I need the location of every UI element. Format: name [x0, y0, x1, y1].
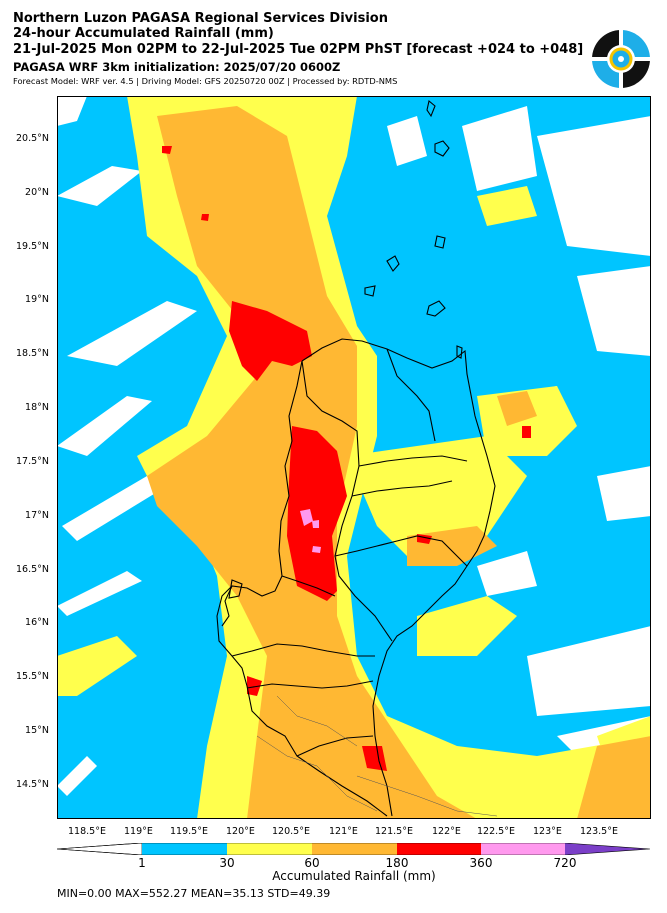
- model-info: Forecast Model: WRF ver. 4.5 | Driving M…: [13, 76, 398, 86]
- colorbar-segment-30-60: [227, 843, 312, 855]
- colorbar-label: Accumulated Rainfall (mm): [272, 869, 436, 883]
- lon-tick-label: 123.5°E: [580, 826, 618, 837]
- rainfall-field-intense: [162, 146, 531, 771]
- lat-tick-label: 19.5°N: [15, 241, 49, 252]
- model-initialization: PAGASA WRF 3km initialization: 2025/07/2…: [13, 60, 341, 74]
- colorbar-tick: 720: [553, 856, 577, 870]
- pagasa-logo-icon: [590, 28, 652, 90]
- lat-tick-label: 15.5°N: [15, 671, 49, 682]
- lon-tick-label: 122.5°E: [477, 826, 515, 837]
- lon-tick-label: 118.5°E: [68, 826, 106, 837]
- rainfall-field-dry: [57, 96, 651, 796]
- lon-tick-label: 121.5°E: [375, 826, 413, 837]
- lat-tick-label: 17°N: [25, 510, 49, 521]
- rainfall-statistics: MIN=0.00 MAX=552.27 MEAN=35.13 STD=49.39: [57, 887, 331, 900]
- lat-tick-label: 15°N: [25, 725, 49, 736]
- lat-tick-label: 18.5°N: [15, 348, 49, 359]
- rainfall-map: [57, 96, 651, 819]
- lat-tick-label: 17.5°N: [15, 456, 49, 467]
- lon-tick-label: 120°E: [226, 826, 255, 837]
- lon-tick-label: 122°E: [432, 826, 461, 837]
- lon-tick-label: 119.5°E: [170, 826, 208, 837]
- colorbar-segment-360-720: [481, 843, 565, 855]
- lat-tick-label: 18°N: [25, 402, 49, 413]
- lon-tick-label: 121°E: [329, 826, 358, 837]
- colorbar-tick: 1: [138, 856, 146, 870]
- lon-tick-label: 123°E: [533, 826, 562, 837]
- colorbar-segment-180-360: [397, 843, 481, 855]
- lon-tick-label: 119°E: [124, 826, 153, 837]
- colorbar-tick: 180: [385, 856, 409, 870]
- rainfall-field-torrential: [300, 509, 321, 553]
- colorbar-tick: 360: [469, 856, 493, 870]
- map-title: Northern Luzon PAGASA Regional Services …: [13, 11, 388, 26]
- municipal-boundaries: [256, 695, 498, 817]
- colorbar-segment-60-180: [312, 843, 397, 855]
- lat-tick-label: 16°N: [25, 617, 49, 628]
- valid-period: 21-Jul-2025 Mon 02PM to 22-Jul-2025 Tue …: [13, 42, 584, 57]
- colorbar-segment-1-30: [142, 843, 227, 855]
- colorbar-tick: 30: [219, 856, 235, 870]
- colorbar-tick: 60: [304, 856, 320, 870]
- coastline-boundaries: [216, 99, 496, 817]
- lon-tick-label: 120.5°E: [272, 826, 310, 837]
- lat-tick-label: 14.5°N: [15, 779, 49, 790]
- map-subtitle: 24-hour Accumulated Rainfall (mm): [13, 26, 274, 41]
- colorbar: [57, 843, 651, 855]
- lat-tick-label: 20°N: [25, 187, 49, 198]
- colorbar-segment-below-1: [57, 843, 143, 855]
- lat-tick-label: 16.5°N: [15, 564, 49, 575]
- lat-tick-label: 19°N: [25, 294, 49, 305]
- lat-tick-label: 20.5°N: [15, 133, 49, 144]
- map-frame: [57, 96, 651, 819]
- colorbar-segment-above-720: [565, 843, 650, 855]
